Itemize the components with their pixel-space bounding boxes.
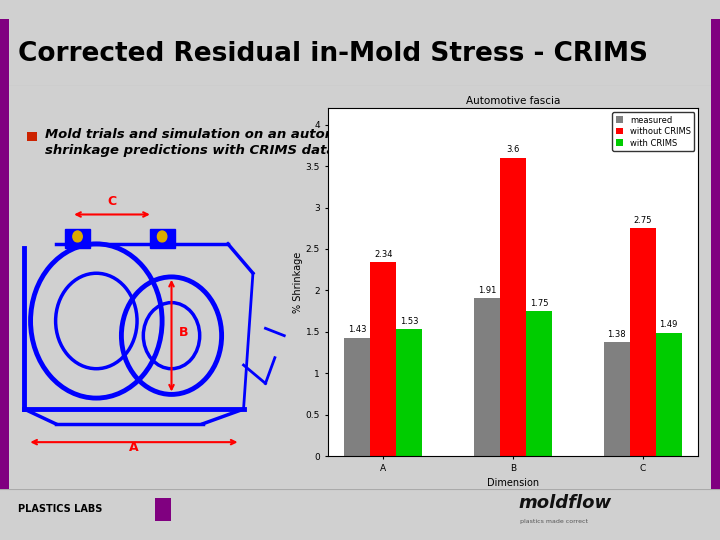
Text: 1.75: 1.75 <box>530 299 548 308</box>
Text: 1.53: 1.53 <box>400 317 418 326</box>
Text: C: C <box>107 195 117 208</box>
Text: A: A <box>129 441 139 454</box>
Text: B: B <box>179 326 189 339</box>
Title: Automotive fascia: Automotive fascia <box>466 96 560 106</box>
Bar <box>65 229 90 247</box>
Bar <box>27 132 37 141</box>
Bar <box>0 86 9 489</box>
Text: 3.6: 3.6 <box>506 145 520 154</box>
Text: PLASTICS LABS: PLASTICS LABS <box>18 504 102 514</box>
Text: 1.38: 1.38 <box>608 329 626 339</box>
Bar <box>604 342 630 456</box>
Bar <box>656 333 682 456</box>
Bar <box>344 338 370 456</box>
Circle shape <box>73 231 82 242</box>
Text: 2.75: 2.75 <box>634 216 652 225</box>
Bar <box>474 298 500 456</box>
Bar <box>630 228 656 456</box>
Text: 1.49: 1.49 <box>660 320 678 329</box>
Legend: measured, without CRIMS, with CRIMS: measured, without CRIMS, with CRIMS <box>613 112 694 151</box>
Bar <box>150 229 175 247</box>
Bar <box>396 329 422 456</box>
Bar <box>711 19 720 86</box>
Text: plastics made correct: plastics made correct <box>520 518 588 524</box>
Bar <box>500 158 526 456</box>
Text: moldflow: moldflow <box>518 494 611 512</box>
Text: 1.43: 1.43 <box>348 326 366 334</box>
X-axis label: Dimension: Dimension <box>487 478 539 489</box>
Bar <box>0 19 9 86</box>
Bar <box>155 498 171 521</box>
Y-axis label: % Shrinkage: % Shrinkage <box>293 252 303 313</box>
Text: shrinkage predictions with CRIMS data: shrinkage predictions with CRIMS data <box>45 144 335 157</box>
Circle shape <box>158 231 167 242</box>
Bar <box>370 262 396 456</box>
Text: 2.34: 2.34 <box>374 250 392 259</box>
Text: Mold trials and simulation on an automotive part show excellent: Mold trials and simulation on an automot… <box>45 128 528 141</box>
Bar <box>526 311 552 456</box>
Text: 1.91: 1.91 <box>478 286 496 295</box>
Bar <box>711 86 720 489</box>
Text: Corrected Residual in-Mold Stress - CRIMS: Corrected Residual in-Mold Stress - CRIM… <box>18 41 648 67</box>
